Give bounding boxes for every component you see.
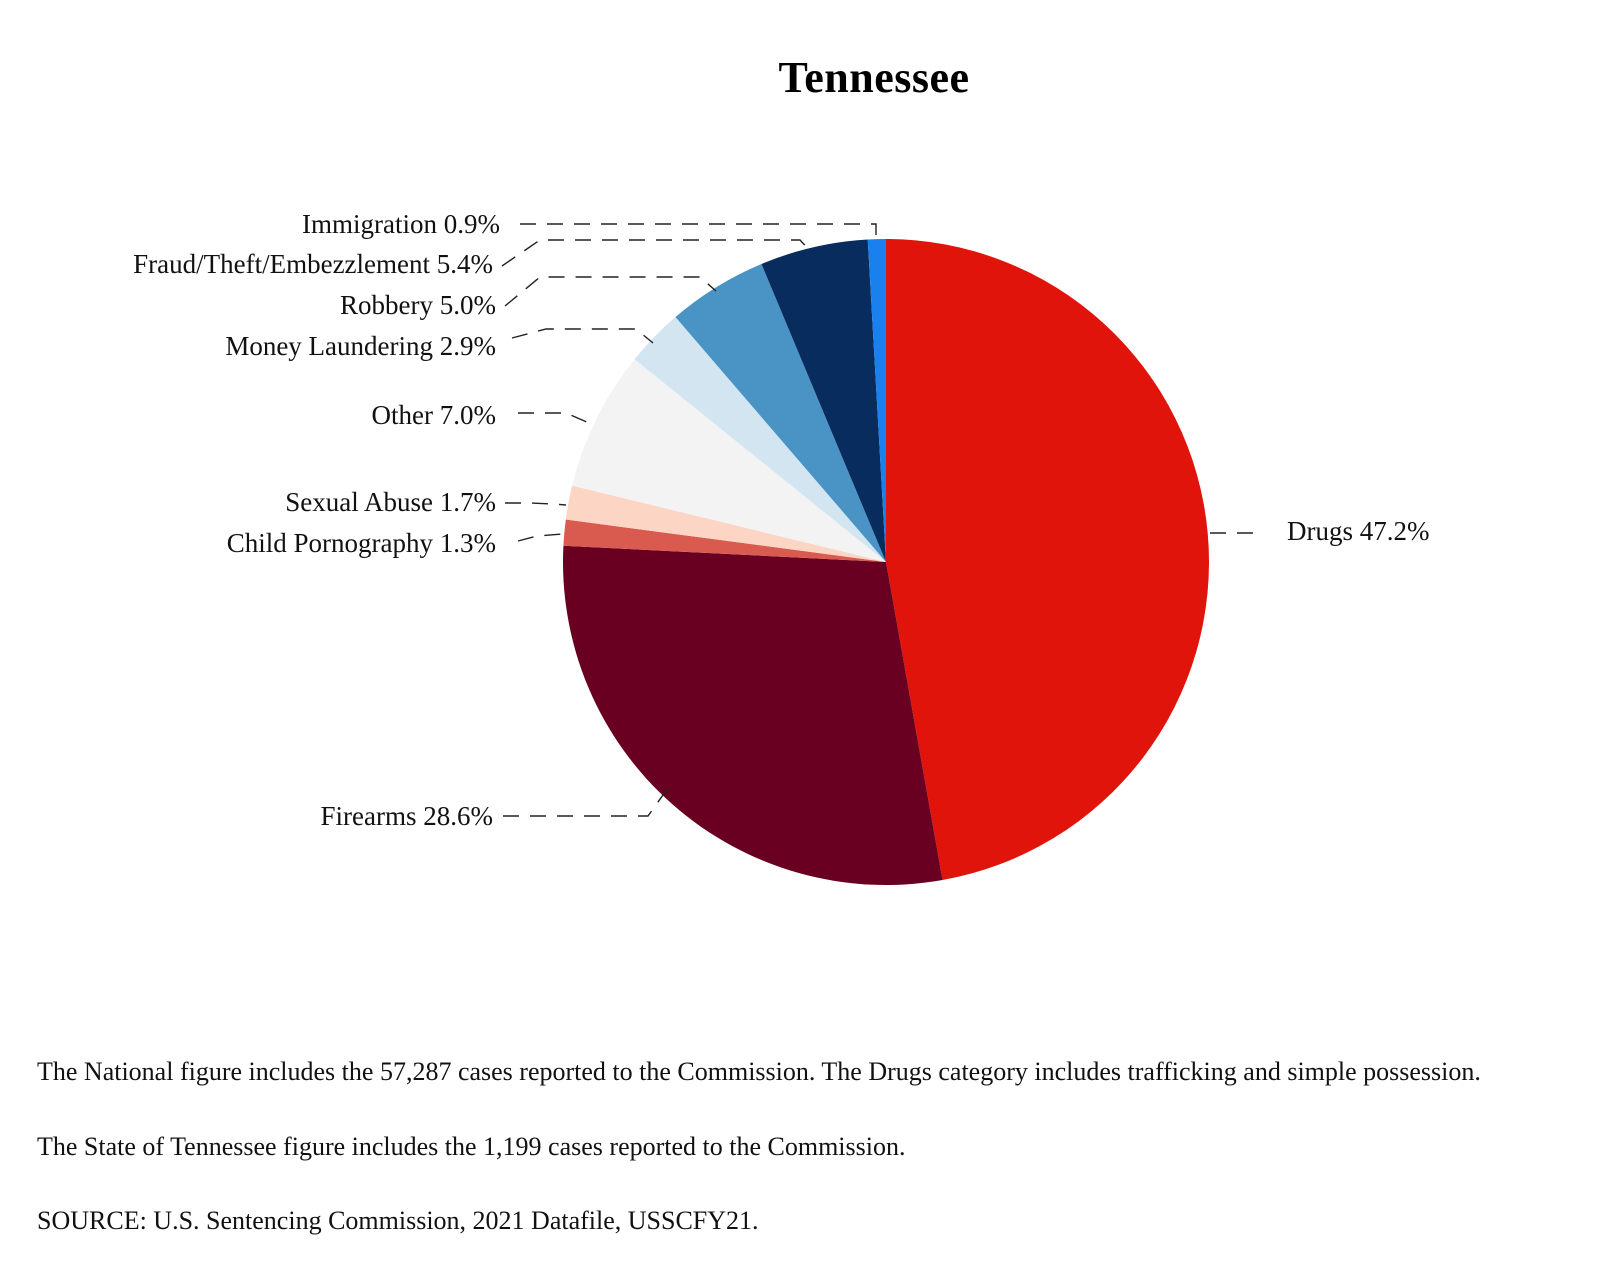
leader-lines [501,223,1262,817]
pie-slice-fraud-theft-embezzlement [761,239,886,562]
pie-slice-robbery [675,263,886,562]
leader-line-firearms [503,787,669,817]
footnote-state: The State of Tennessee figure includes t… [37,1132,906,1161]
pie-slices [563,239,1209,885]
leader-line-fraud-theft-embezzlement [501,239,814,267]
leader-line-child-pornography [517,533,564,542]
footnote-national: The National figure includes the 57,287 … [37,1057,1481,1086]
slice-label-fraud-theft-embezzlement: Fraud/Theft/Embezzlement 5.4% [133,249,493,279]
slice-labels: Drugs 47.2% Firearms 28.6% Child Pornograp… [133,209,1429,831]
slice-label-robbery: Robbery 5.0% [340,290,496,320]
pie-slice-firearms [563,545,943,885]
slice-label-child-pornography: Child Pornography 1.3% [227,528,496,558]
chart-title: Tennessee [778,53,970,102]
slice-label-other: Other 7.0% [372,400,496,430]
pie-slice-child-pornography [563,519,886,562]
slice-label-money-laundering: Money Laundering 2.9% [225,331,496,361]
leader-line-sexual-abuse [505,502,567,506]
footnote-source: SOURCE: U.S. Sentencing Commission, 2021… [37,1206,759,1235]
leader-line-robbery [504,276,717,307]
leader-line-other [518,412,597,427]
leader-line-immigration [520,223,877,241]
slice-label-drugs: Drugs 47.2% [1287,516,1430,546]
slice-label-sexual-abuse: Sexual Abuse 1.7% [285,487,496,517]
slice-label-immigration: Immigration 0.9% [302,209,500,239]
pie-slice-sexual-abuse [565,485,886,562]
pie-slice-money-laundering [634,317,886,562]
pie-slice-other [572,359,886,562]
pie-slice-drugs [886,239,1209,881]
slice-label-firearms: Firearms 28.6% [321,801,493,831]
pie-slice-immigration [867,239,886,562]
leader-line-money-laundering [511,328,654,344]
